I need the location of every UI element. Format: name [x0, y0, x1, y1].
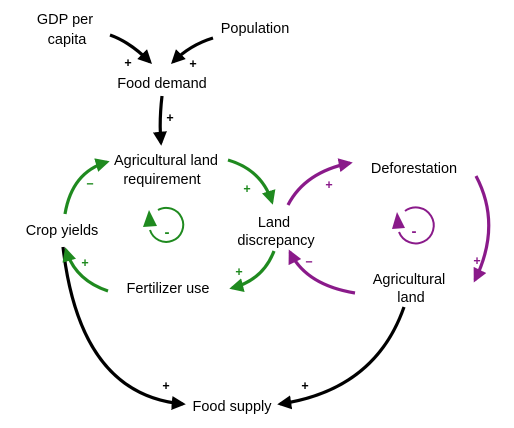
link-gdp-to-food-demand [109, 33, 152, 64]
node-land-disc-line1: Land [258, 215, 290, 231]
purple-loop-arrowhead-icon [392, 212, 405, 229]
node-ag-land-line1: Agricultural [373, 272, 446, 288]
link-deforestation-to-agricultural-land [473, 175, 491, 283]
polarity-population-to-food-demand: + [189, 57, 196, 71]
node-ag-land-req-line2: requirement [123, 172, 200, 188]
link-crop-yields-to-requirement [63, 158, 110, 215]
polarity-food-demand-to-requirement: + [166, 111, 173, 125]
node-fertilizer-use: Fertilizer use [127, 281, 210, 297]
link-discrepancy-to-fertilizer [229, 250, 276, 292]
polarity-crop-yields-to-requirement: − [86, 177, 93, 191]
node-deforestation: Deforestation [371, 161, 457, 177]
link-requirement-to-discrepancy [227, 158, 276, 205]
polarity-fertilizer-to-crop-yields: + [81, 256, 88, 270]
polarity-requirement-to-discrepancy: + [243, 182, 250, 196]
node-food-supply: Food supply [193, 399, 273, 415]
link-food-demand-to-requirement [152, 95, 167, 146]
green-loop-arrowhead-icon [143, 210, 157, 227]
link-fertilizer-to-crop-yields [62, 247, 109, 293]
green-loop-icon [149, 206, 185, 243]
polarity-deforestation-to-agricultural-land: + [473, 254, 480, 268]
purple-loop-icon [398, 206, 435, 245]
polarity-agricultural-land-to-food-supply: + [301, 379, 308, 393]
link-agricultural-land-to-discrepancy [288, 249, 356, 295]
polarity-discrepancy-to-fertilizer: + [235, 265, 242, 279]
link-crop-yields-to-food-supply [61, 246, 186, 411]
node-population: Population [221, 21, 290, 37]
link-agricultural-land-to-food-supply [277, 306, 406, 410]
polarity-discrepancy-to-deforestation: + [325, 178, 332, 192]
polarity-gdp-to-food-demand: + [124, 56, 131, 70]
node-gdp-line2: capita [48, 32, 88, 48]
purple-loop-sign: - [412, 223, 417, 240]
node-food-demand: Food demand [117, 76, 206, 92]
node-land-discrepancy: Land discrepancy [237, 215, 315, 249]
node-crop-yields: Crop yields [26, 223, 99, 239]
node-land-disc-line2: discrepancy [237, 233, 315, 249]
polarity-agricultural-land-to-discrepancy: − [305, 255, 312, 269]
node-agricultural-land: Agricultural land [373, 272, 450, 306]
node-gdp-per-capita: GDP per capita [37, 12, 97, 48]
green-loop-sign: - [165, 224, 170, 241]
link-population-to-food-demand [171, 36, 214, 64]
polarity-crop-yields-to-food-supply: + [162, 379, 169, 393]
node-gdp-line1: GDP per [37, 12, 93, 28]
node-ag-land-req-line1: Agricultural land [114, 153, 218, 169]
link-discrepancy-to-deforestation [286, 158, 353, 206]
node-agricultural-land-requirement: Agricultural land requirement [114, 153, 222, 188]
node-ag-land-line2: land [397, 290, 424, 306]
